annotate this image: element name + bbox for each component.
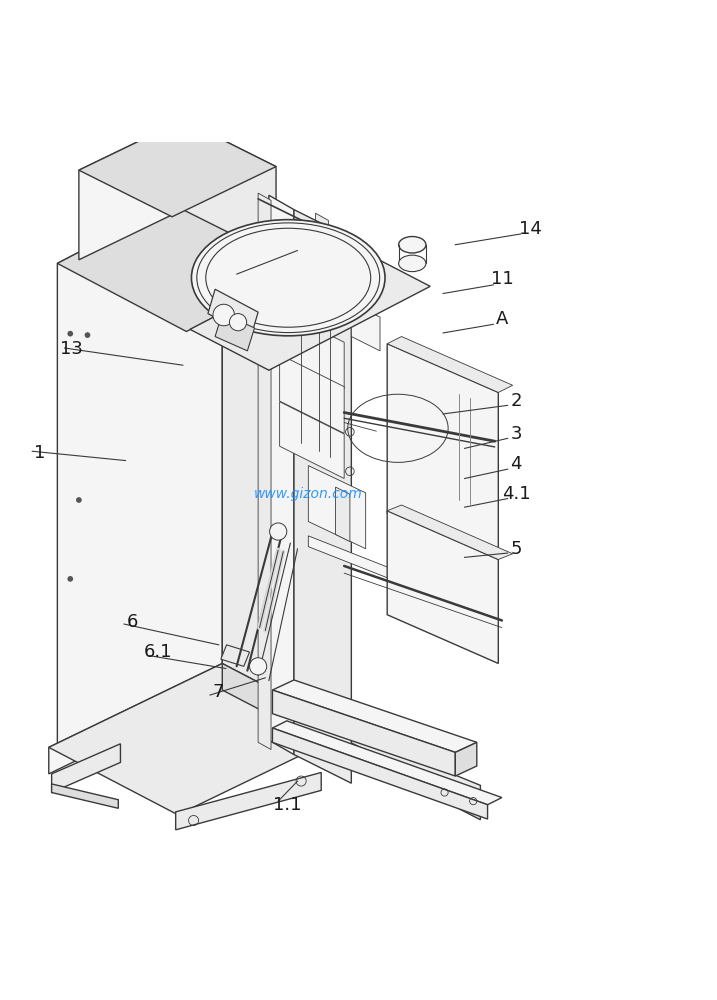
Polygon shape [208,289,258,337]
Polygon shape [387,337,513,392]
Polygon shape [190,245,430,370]
Polygon shape [315,213,328,767]
Ellipse shape [206,228,371,327]
Polygon shape [455,742,477,776]
Text: 7: 7 [213,683,224,701]
Text: 4: 4 [511,455,522,473]
Text: 5: 5 [511,540,522,558]
Text: 2: 2 [511,392,522,410]
Ellipse shape [399,255,426,272]
Text: 6.1: 6.1 [143,643,172,661]
Polygon shape [308,466,366,549]
Polygon shape [336,487,350,542]
Circle shape [229,314,247,331]
Circle shape [270,523,287,540]
Polygon shape [49,663,351,815]
Text: 1.1: 1.1 [272,796,301,814]
Polygon shape [387,505,513,560]
Text: 6: 6 [127,613,138,631]
Polygon shape [280,310,344,389]
Polygon shape [258,238,387,303]
Polygon shape [387,344,498,562]
Text: 3: 3 [511,425,522,443]
Polygon shape [315,245,337,314]
Text: 1: 1 [34,444,45,462]
Circle shape [76,497,82,503]
Polygon shape [308,536,445,600]
Circle shape [67,331,73,337]
Text: 11: 11 [490,270,513,288]
Polygon shape [272,690,455,776]
Polygon shape [57,177,351,332]
Circle shape [250,658,267,675]
Polygon shape [272,680,477,752]
Polygon shape [222,177,351,742]
Polygon shape [294,210,351,783]
Polygon shape [221,645,250,666]
Polygon shape [280,402,344,478]
Polygon shape [183,120,276,256]
Polygon shape [258,256,351,324]
Polygon shape [387,511,498,663]
Ellipse shape [191,220,385,336]
Polygon shape [52,744,120,793]
Polygon shape [79,120,183,260]
Circle shape [213,304,234,326]
Polygon shape [79,120,276,217]
Text: 13: 13 [60,340,83,358]
Text: 14: 14 [519,220,542,238]
Polygon shape [269,195,294,755]
Polygon shape [323,721,480,803]
Polygon shape [258,193,271,750]
Polygon shape [215,314,255,351]
Circle shape [67,576,73,582]
Text: www.gizon.com: www.gizon.com [254,487,363,501]
Polygon shape [57,177,222,760]
Polygon shape [272,721,502,805]
Ellipse shape [399,237,426,253]
Polygon shape [323,728,480,820]
Text: 4.1: 4.1 [502,485,531,503]
Polygon shape [280,354,344,433]
Polygon shape [222,663,351,757]
Polygon shape [52,784,118,808]
Polygon shape [49,663,222,774]
Polygon shape [176,772,321,830]
Circle shape [85,332,90,338]
Polygon shape [272,728,488,819]
Text: A: A [495,310,508,328]
Polygon shape [351,303,380,351]
